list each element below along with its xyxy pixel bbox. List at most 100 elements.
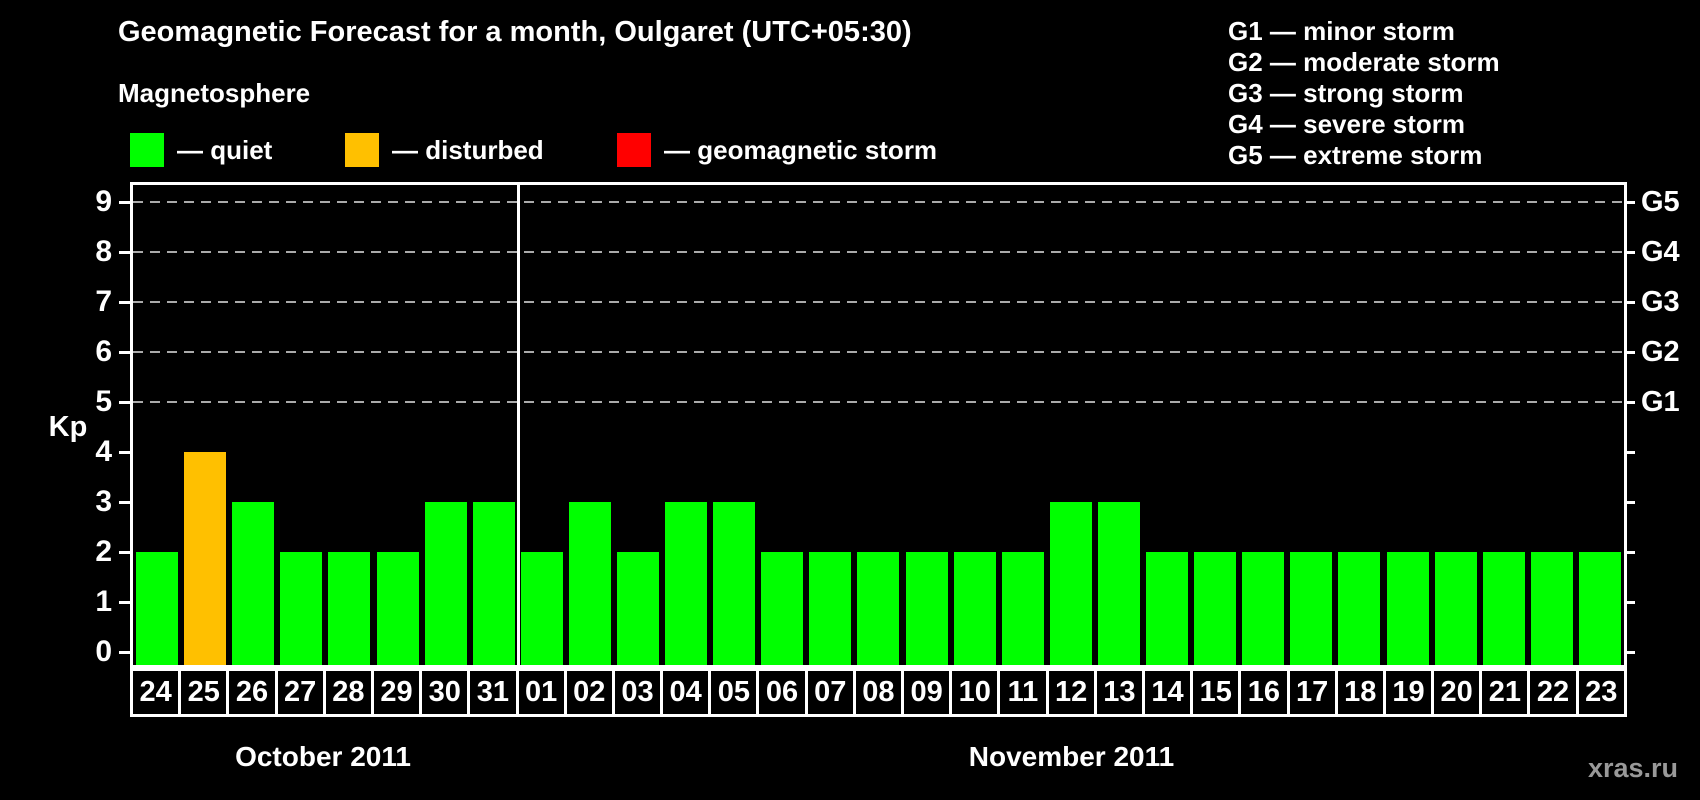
- kp-bar: [1242, 552, 1284, 665]
- y-axis-title: Kp: [48, 411, 88, 443]
- g-scale-label-g5: G5: [1641, 186, 1680, 218]
- kp-bar: [425, 502, 467, 665]
- y-tick-right-2: [1624, 551, 1635, 554]
- y-tick-right-1: [1624, 601, 1635, 604]
- day-label: 08: [852, 668, 904, 717]
- kp-bar: [232, 502, 274, 665]
- day-label: 09: [901, 668, 953, 717]
- day-label: 04: [660, 668, 712, 717]
- day-label: 30: [419, 668, 471, 717]
- kp-bar: [1387, 552, 1429, 665]
- y-tick-label-2: 2: [95, 535, 112, 568]
- y-tick-label-4: 4: [95, 435, 112, 468]
- storm-swatch: [617, 133, 651, 167]
- kp-bar: [1146, 552, 1188, 665]
- day-label: 12: [1045, 668, 1097, 717]
- y-tick-left-6: [119, 351, 130, 354]
- kp-bar: [184, 452, 226, 665]
- y-tick-label-1: 1: [95, 585, 112, 618]
- kp-bar: [1531, 552, 1573, 665]
- kp-bar: [954, 552, 996, 665]
- gridline-kp6: [133, 351, 1624, 353]
- day-label: 22: [1527, 668, 1579, 717]
- day-label: 07: [804, 668, 856, 717]
- y-tick-right-5: [1624, 401, 1635, 404]
- y-tick-label-8: 8: [95, 235, 112, 268]
- legend-label-quiet: — quiet: [177, 135, 273, 165]
- y-tick-left-3: [119, 501, 130, 504]
- day-label: 27: [274, 668, 326, 717]
- kp-bar: [1338, 552, 1380, 665]
- kp-bar: [906, 552, 948, 665]
- day-label: 20: [1431, 668, 1483, 717]
- y-tick-left-2: [119, 551, 130, 554]
- day-label: 31: [467, 668, 519, 717]
- kp-bar: [136, 552, 178, 665]
- day-label: 02: [563, 668, 615, 717]
- kp-bar: [1098, 502, 1140, 665]
- kp-bar: [280, 552, 322, 665]
- kp-bar: [761, 552, 803, 665]
- storm-scale-item-g4: G4 — severe storm: [1228, 109, 1466, 139]
- kp-bar: [473, 502, 515, 665]
- disturbed-swatch: [345, 133, 379, 167]
- y-tick-right-3: [1624, 501, 1635, 504]
- day-label: 26: [226, 668, 278, 717]
- kp-bar: [328, 552, 370, 665]
- storm-scale-item-g1: G1 — minor storm: [1228, 16, 1455, 46]
- storm-scale-legend: G1 — minor storm G2 — moderate storm G3 …: [1228, 16, 1500, 171]
- y-tick-label-7: 7: [95, 285, 112, 318]
- y-tick-label-9: 9: [95, 185, 112, 218]
- day-label: 28: [322, 668, 374, 717]
- month-label: October 2011: [235, 741, 411, 772]
- y-tick-right-9: [1624, 201, 1635, 204]
- y-tick-label-5: 5: [95, 385, 112, 418]
- kp-bar: [1290, 552, 1332, 665]
- day-label: 11: [997, 668, 1049, 717]
- day-label: 15: [1190, 668, 1242, 717]
- day-label: 18: [1334, 668, 1386, 717]
- y-tick-left-1: [119, 601, 130, 604]
- y-tick-left-9: [119, 201, 130, 204]
- legend-label-storm: — geomagnetic storm: [664, 135, 938, 165]
- month-label: November 2011: [968, 741, 1175, 772]
- kp-bar: [569, 502, 611, 665]
- day-label: 06: [756, 668, 808, 717]
- day-label: 25: [178, 668, 230, 717]
- y-tick-left-0: [119, 651, 130, 654]
- y-tick-right-7: [1624, 301, 1635, 304]
- kp-bar: [377, 552, 419, 665]
- day-label: 23: [1575, 668, 1627, 717]
- g-scale-label-g2: G2: [1641, 336, 1680, 368]
- kp-bar: [1002, 552, 1044, 665]
- month-separator: [517, 185, 520, 665]
- day-label: 21: [1479, 668, 1531, 717]
- storm-scale-item-g5: G5 — extreme storm: [1228, 140, 1483, 170]
- legend-item-storm: — geomagnetic storm: [617, 133, 937, 167]
- day-label: 29: [370, 668, 423, 717]
- day-label: 17: [1286, 668, 1338, 717]
- legend-heading: Magnetosphere: [118, 78, 311, 108]
- day-label: 14: [1141, 668, 1194, 717]
- kp-bar: [809, 552, 851, 665]
- day-label: 24: [130, 668, 182, 717]
- y-tick-left-5: [119, 401, 130, 404]
- y-tick-right-0: [1624, 651, 1635, 654]
- y-tick-right-8: [1624, 251, 1635, 254]
- watermark: xras.ru: [1587, 753, 1678, 783]
- quiet-swatch: [130, 133, 164, 167]
- y-tick-left-8: [119, 251, 130, 254]
- kp-bar: [1050, 502, 1092, 665]
- y-tick-left-4: [119, 451, 130, 454]
- kp-bar: [713, 502, 755, 665]
- kp-bar: [617, 552, 659, 665]
- day-label: 19: [1382, 668, 1435, 717]
- legend-item-disturbed: — disturbed: [345, 133, 544, 167]
- legend-item-quiet: — quiet: [130, 133, 272, 167]
- y-tick-left-7: [119, 301, 130, 304]
- y-tick-right-6: [1624, 351, 1635, 354]
- legend-label-disturbed: — disturbed: [392, 135, 544, 165]
- day-label: 16: [1238, 668, 1290, 717]
- kp-bar: [665, 502, 707, 665]
